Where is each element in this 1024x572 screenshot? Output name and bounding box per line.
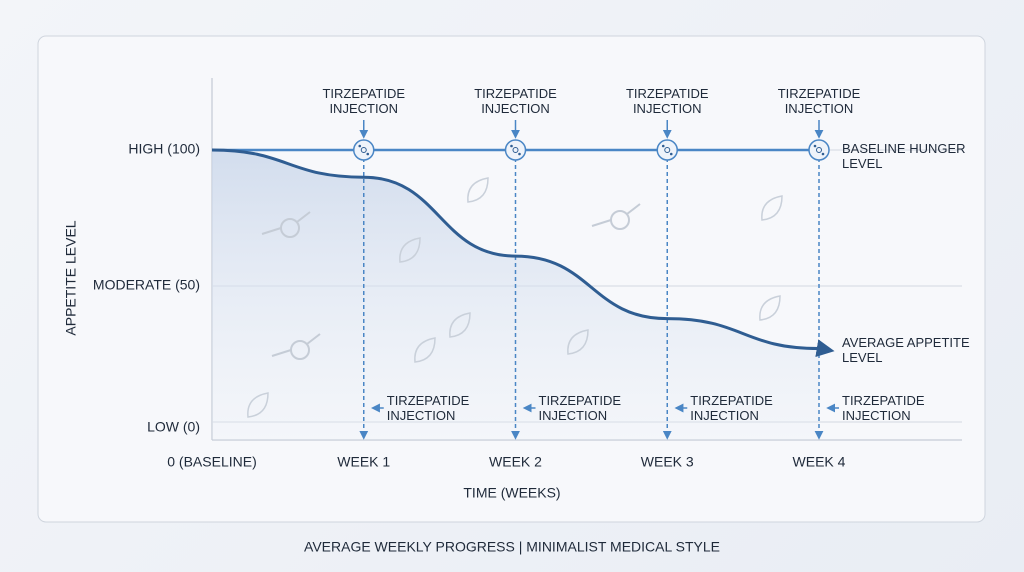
decoration (271, 349, 292, 357)
injection-marker (656, 139, 678, 161)
injection-label: TIRZEPATIDE INJECTION (690, 393, 773, 423)
marker-icon (664, 147, 671, 153)
marker-icon (669, 152, 673, 156)
x-tick-label: WEEK 1 (337, 454, 390, 470)
injection-label: TIRZEPATIDE INJECTION (777, 86, 861, 116)
legend-label: BASELINE HUNGER LEVEL (842, 141, 966, 171)
y-tick-label: LOW (0) (147, 419, 200, 435)
x-axis-title: TIME (WEEKS) (463, 485, 560, 501)
decoration (306, 333, 321, 345)
injection-marker (808, 139, 830, 161)
x-tick-label: WEEK 3 (641, 454, 694, 470)
series-line (211, 148, 835, 358)
marker-icon (821, 152, 825, 156)
marker-icon (518, 152, 521, 156)
injection-label: TIRZEPATIDE INJECTION (625, 86, 709, 116)
decoration (247, 392, 269, 418)
x-tick-label: 0 (BASELINE) (167, 454, 256, 470)
marker-icon (816, 147, 822, 153)
decoration (467, 177, 489, 203)
x-tick-label: WEEK 2 (489, 454, 542, 470)
decoration (759, 295, 781, 321)
decoration (626, 203, 641, 215)
injection-marker (504, 139, 527, 161)
decoration (761, 195, 783, 221)
caption: AVERAGE WEEKLY PROGRESS | MINIMALIST MED… (304, 539, 720, 555)
y-tick-label: MODERATE (50) (93, 277, 200, 293)
legend-label: AVERAGE APPETITE LEVEL (842, 334, 970, 365)
marker-icon (512, 147, 519, 153)
injection-label: TIRZEPATIDE INJECTION (538, 393, 622, 423)
injection-label: TIRZEPATIDE INJECTION (386, 393, 470, 423)
injection-label: TIRZEPATIDE INJECTION (322, 86, 406, 116)
marker-icon (510, 144, 513, 148)
decoration (414, 337, 436, 363)
injection-label: TIRZEPATIDE INJECTION (842, 393, 925, 423)
marker-icon (360, 147, 367, 153)
marker-icon (813, 144, 817, 148)
marker-icon (661, 144, 665, 148)
injection-marker (353, 139, 375, 161)
marker-icon (366, 152, 370, 156)
y-tick-label: HIGH (100) (128, 141, 200, 157)
decoration (567, 329, 589, 355)
decoration (591, 219, 612, 227)
x-tick-label: WEEK 4 (793, 454, 846, 470)
decoration (399, 237, 421, 263)
decoration (296, 211, 311, 223)
marker-icon (358, 144, 362, 148)
injection-label: TIRZEPATIDE INJECTION (474, 86, 557, 116)
decoration (449, 312, 471, 338)
y-axis-title: APPETITE LEVEL (63, 220, 79, 335)
decoration (261, 227, 282, 235)
